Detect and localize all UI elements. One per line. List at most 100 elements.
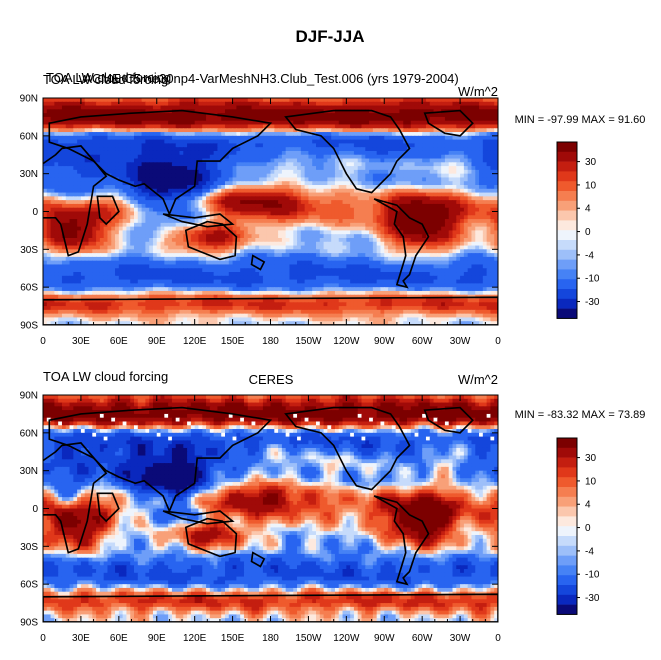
heatmap-cell — [346, 241, 351, 247]
heatmap-cell — [380, 211, 385, 216]
heatmap-cell — [243, 128, 249, 133]
heatmap-cell — [149, 135, 154, 141]
heatmap-cell — [293, 219, 298, 224]
heatmap-cell — [395, 116, 401, 122]
heatmap-cell — [410, 166, 416, 171]
heatmap-cell — [376, 192, 382, 197]
heatmap-cell — [43, 196, 48, 201]
heatmap-cell — [418, 192, 423, 197]
heatmap-cell — [145, 116, 150, 122]
heatmap-cell — [168, 147, 173, 152]
heatmap-cell — [111, 109, 116, 114]
heatmap-cell — [61, 135, 67, 141]
heatmap-cell — [145, 234, 150, 239]
heatmap-cell — [88, 139, 93, 144]
heatmap-cell — [316, 147, 321, 152]
heatmap-cell — [429, 181, 435, 186]
heatmap-cell — [353, 150, 359, 156]
heatmap-cell — [77, 226, 82, 232]
heatmap-cell — [494, 101, 498, 107]
heatmap-cell — [297, 109, 302, 114]
heatmap-cell — [43, 219, 48, 224]
heatmap-cell — [46, 219, 52, 224]
heatmap-cell — [103, 241, 109, 247]
heatmap-cell — [137, 132, 143, 137]
heatmap-cell — [388, 226, 393, 232]
heatmap-cell — [414, 207, 419, 213]
heatmap-cell — [130, 192, 135, 197]
heatmap-cell — [278, 230, 283, 235]
heatmap-cell — [236, 185, 241, 190]
heatmap-cell — [126, 169, 131, 175]
heatmap-cell — [209, 147, 215, 152]
heatmap-cell — [61, 109, 67, 114]
heatmap-cell — [350, 113, 355, 118]
heatmap-cell — [164, 132, 169, 137]
heatmap-cell — [312, 101, 317, 107]
heatmap-cell — [312, 211, 317, 216]
heatmap-cell — [156, 120, 162, 126]
heatmap-cell — [429, 192, 435, 197]
heatmap-cell — [156, 241, 162, 247]
heatmap-cell — [160, 185, 165, 190]
heatmap-cell — [54, 177, 59, 182]
heatmap-cell — [490, 154, 495, 160]
heatmap-cell — [448, 207, 454, 213]
heatmap-cell — [270, 162, 275, 167]
heatmap-cell — [467, 245, 473, 250]
heatmap-cell — [54, 147, 59, 152]
heatmap-cell — [118, 105, 124, 110]
heatmap-cell — [122, 200, 128, 205]
heatmap-cell — [228, 192, 234, 197]
heatmap-cell — [274, 139, 279, 144]
heatmap-cell — [293, 249, 298, 254]
heatmap-cell — [323, 124, 328, 129]
heatmap-cell — [251, 234, 256, 239]
heatmap-cell — [338, 139, 344, 144]
heatmap-cell — [202, 200, 207, 205]
heatmap-cell — [308, 166, 313, 171]
heatmap-cell — [285, 139, 291, 144]
heatmap-cell — [357, 154, 363, 160]
heatmap-cell — [407, 177, 412, 182]
heatmap-cell — [380, 215, 385, 220]
heatmap-cell — [141, 237, 146, 243]
heatmap-cell — [297, 139, 302, 144]
heatmap-cell — [399, 150, 404, 156]
heatmap-cell — [270, 249, 275, 254]
heatmap-cell — [346, 230, 351, 235]
heatmap-cell — [145, 230, 150, 235]
heatmap-cell — [99, 188, 105, 194]
heatmap-cell — [179, 105, 184, 110]
heatmap-cell — [202, 116, 207, 122]
heatmap-cell — [65, 185, 71, 190]
heatmap-cell — [395, 181, 401, 186]
heatmap-cell — [357, 113, 363, 118]
heatmap-cell — [171, 211, 177, 216]
heatmap-cell — [152, 192, 158, 197]
heatmap-cell — [278, 200, 283, 205]
heatmap-cell — [274, 245, 279, 250]
heatmap-cell — [441, 188, 446, 194]
heatmap-cell — [312, 219, 317, 224]
heatmap-cell — [380, 113, 385, 118]
heatmap-cell — [65, 169, 71, 175]
heatmap-cell — [259, 143, 264, 148]
heatmap-cell — [243, 143, 249, 148]
heatmap-cell — [80, 169, 86, 175]
heatmap-cell — [444, 105, 450, 110]
heatmap-cell — [118, 211, 124, 216]
heatmap-cell — [50, 222, 55, 228]
heatmap-cell — [410, 192, 416, 197]
heatmap-cell — [77, 132, 82, 137]
heatmap-cell — [350, 158, 355, 163]
heatmap-cell — [433, 177, 438, 182]
heatmap-cell — [198, 98, 203, 103]
heatmap-cell — [232, 211, 237, 216]
heatmap-cell — [141, 124, 146, 129]
heatmap-cell — [486, 196, 492, 201]
heatmap-cell — [433, 101, 438, 107]
heatmap-cell — [96, 124, 101, 129]
heatmap-cell — [179, 245, 184, 250]
heatmap-cell — [160, 249, 165, 254]
